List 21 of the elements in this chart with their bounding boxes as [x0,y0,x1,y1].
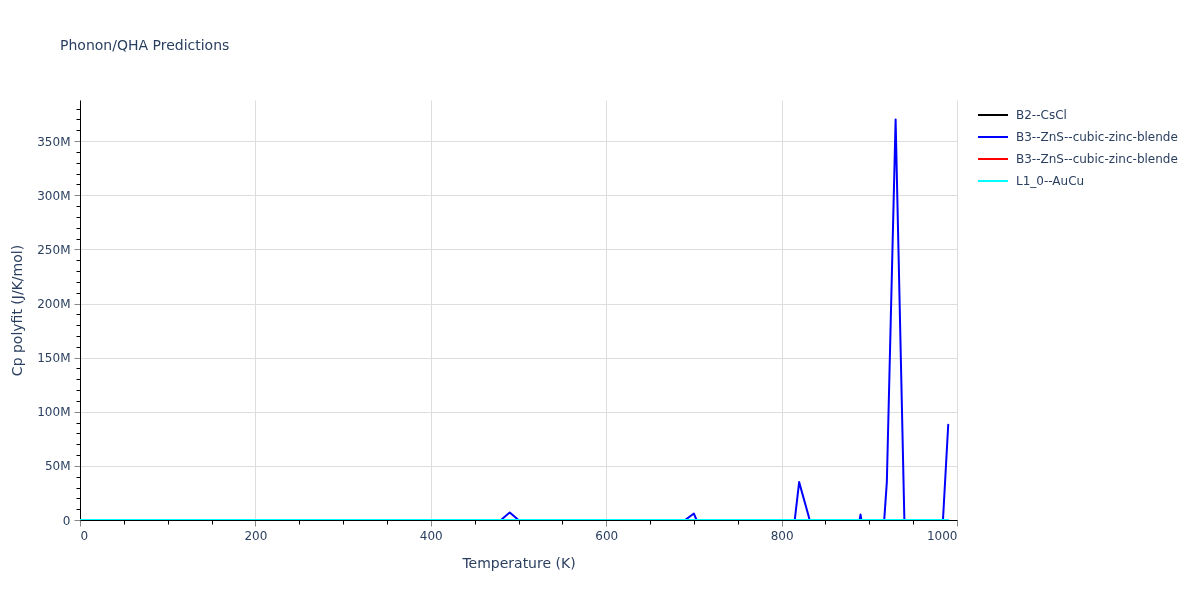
x-tick-label: 1000 [926,528,958,543]
x-tick-label: 200 [244,528,268,543]
y-tick-label: 350M [37,134,71,149]
legend-label: B3--ZnS--cubic-zinc-blende [1016,152,1178,166]
legend-label: L1_0--AuCu [1016,174,1085,188]
x-tick-label: 400 [419,528,443,543]
y-tick-label: 300M [37,188,71,203]
y-axis-title: Cp polyfit (J/K/mol) [9,244,26,377]
y-tick-label: 200M [37,297,71,312]
x-tick-label: 800 [770,528,794,543]
y-tick-label: 250M [37,242,71,257]
y-tick-label: 100M [37,405,71,420]
x-axis-title: Temperature (K) [461,554,576,571]
x-tick-label: 0 [80,528,89,543]
x-tick-label: 600 [595,528,619,543]
legend-label: B3--ZnS--cubic-zinc-blende [1016,130,1178,144]
y-tick-label: 0 [62,513,71,528]
y-tick-label: 150M [37,351,71,366]
legend-label: B2--CsCl [1016,108,1067,122]
y-tick-label: 50M [44,459,71,474]
chart-title: Phonon/QHA Predictions [60,37,230,53]
